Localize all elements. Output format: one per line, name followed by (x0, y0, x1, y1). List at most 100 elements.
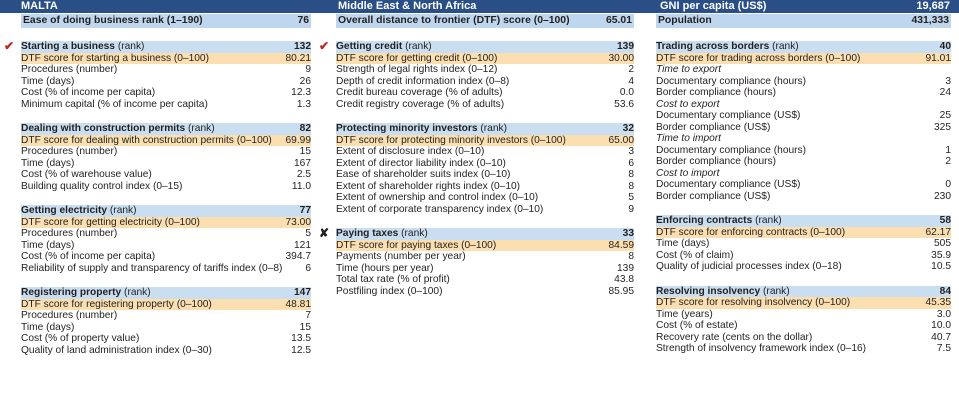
section-title: Getting electricity (rank) (21, 205, 137, 217)
rank-label: (rank) (755, 215, 782, 226)
dtf-score-row: DTF score for dealing with construction … (21, 134, 311, 146)
indicator-label: Extent of ownership and control index (0… (336, 192, 539, 203)
indicator-row: Recovery rate (cents on the dollar) 40.7 (656, 332, 951, 344)
section-title: Starting a business (rank) (21, 41, 144, 53)
indicator-row: Extent of ownership and control index (0… (336, 192, 634, 204)
indicator-row: Documentary compliance (hours) 3 (656, 76, 951, 88)
indicator-row: Strength of insolvency framework index (… (656, 343, 951, 355)
section-title-row: ✔ Getting credit (rank) 139 (319, 40, 634, 53)
indicator-value: 139 (617, 262, 634, 274)
section-title: Dealing with construction permits (rank) (21, 123, 215, 135)
indicator-value: 121 (294, 239, 311, 251)
indicator-row: Cost (% of income per capita) 12.3 (21, 87, 311, 99)
indicator-row: Border compliance (hours) 24 (656, 87, 951, 99)
population-bar: Population 431,333 (656, 14, 951, 28)
section-title-row: ✔ Starting a business (rank) 132 (4, 40, 311, 53)
dtf-score-row: DTF score for getting credit (0–100) 30.0… (336, 52, 634, 64)
indicator-label: Postfiling index (0–100) (336, 285, 443, 297)
rank-value: 33 (622, 228, 634, 239)
dtf-score-value: 84.59 (608, 239, 635, 251)
indicator-row: Procedures (number) 5 (21, 228, 311, 240)
section-resolving-insolvency: Resolving insolvency (rank) 84 DTF score f… (656, 285, 952, 355)
indicator-label: Procedures (number) (21, 146, 118, 157)
rank-label: (rank) (109, 205, 137, 216)
rank-value: 82 (299, 123, 311, 134)
indicator-row: Cost (% of estate) 10.0 (656, 320, 951, 332)
indicator-label: Building quality control index (0–15) (21, 180, 183, 192)
section-title-row: Resolving insolvency (rank) 84 (656, 285, 951, 298)
indicator-value: 325 (934, 121, 951, 133)
indicator-label: Documentary compliance (US$) (656, 110, 801, 121)
indicator-value: 7 (305, 310, 311, 321)
section-starting-a-business: ✔ Starting a business (rank) 132 DTF score … (4, 40, 311, 110)
dtf-score-row: DTF score for paying taxes (0–100) 84.59 (336, 239, 635, 251)
rank-value: 132 (294, 41, 311, 52)
indicator-value: 3 (945, 75, 951, 87)
rank-label: (rank) (188, 123, 215, 134)
indicator-label: Time (days) (21, 75, 75, 87)
indicator-value: 15 (299, 321, 311, 333)
indicator-label: Time (days) (21, 239, 75, 251)
indicator-label: Minimum capital (% of income per capita) (21, 98, 208, 110)
indicator-row: Extent of director liability index (0–10… (336, 158, 634, 170)
indicator-value: 4 (628, 75, 634, 87)
indicator-label: Procedures (number) (21, 228, 118, 239)
rank-label: (rank) (401, 228, 428, 239)
indicator-row: Documentary compliance (US$) 25 (656, 110, 951, 122)
overall-dtf-bar: Overall distance to frontier (DTF) score… (336, 14, 634, 28)
section-title-text: Starting a business (21, 41, 115, 52)
section-title: Trading across borders (rank) (656, 41, 799, 53)
indicator-value: 6 (305, 262, 311, 274)
section-protecting-minority-investors: Protecting minority investors (rank) 32 DT… (336, 123, 634, 215)
indicator-value: 43.8 (614, 274, 634, 285)
indicator-value: 12.5 (291, 344, 311, 356)
indicator-label: Quality of land administration index (0–… (21, 344, 212, 356)
subheading-row: Cost to export (656, 99, 951, 111)
overall-dtf-value: 65.01 (605, 15, 632, 26)
indicator-value: 0.0 (619, 87, 634, 98)
indicator-label: Credit registry coverage (% of adults) (336, 98, 505, 110)
section-enforcing-contracts: Enforcing contracts (rank) 58 DTF score fo… (656, 215, 951, 273)
indicator-label: Cost (% of income per capita) (21, 87, 156, 98)
indicator-row: Payments (number per year) 8 (336, 251, 634, 263)
indicator-label: Time (days) (21, 321, 75, 333)
indicator-value: 1 (945, 144, 951, 156)
indicator-value: 0 (945, 179, 951, 190)
indicator-value: 3.0 (936, 308, 951, 320)
indicator-label: Depth of credit information index (0–8) (336, 75, 510, 87)
indicator-label: Total tax rate (% of profit) (336, 274, 450, 285)
subheading-label: Cost to export (656, 98, 720, 110)
dtf-score-value: 45.35 (925, 297, 952, 308)
section-title: Enforcing contracts (rank) (656, 215, 782, 227)
indicator-value: 2 (628, 64, 634, 75)
section-title-row: ✘ Paying taxes (rank) 33 (319, 227, 634, 240)
dtf-score-label: DTF score for enforcing contracts (0–100… (656, 226, 846, 238)
subheading-label: Time to export (656, 64, 722, 75)
section-title-text: Resolving insolvency (656, 285, 761, 297)
country-name: MALTA (21, 0, 58, 12)
indicator-value: 8 (628, 169, 634, 180)
dtf-score-label: DTF score for paying taxes (0–100) (336, 239, 497, 251)
indicator-column-3: Trading across borders (rank) 40 DTF score… (656, 41, 951, 368)
indicator-row: Building quality control index (0–15) 11.… (21, 181, 311, 193)
rank-value: 40 (939, 41, 951, 52)
subheading-label: Time to import (656, 133, 722, 144)
ease-rank-value: 76 (297, 15, 309, 26)
dtf-score-label: DTF score for trading across borders (0–… (656, 52, 861, 64)
section-title: Resolving insolvency (rank) (656, 286, 790, 298)
indicator-row: Cost (% of claim) 35.9 (656, 250, 951, 262)
dtf-score-label: DTF score for getting credit (0–100) (336, 52, 498, 64)
section-title-row: Getting electricity (rank) 77 (21, 205, 311, 217)
indicator-row: Time (days) 167 (21, 158, 311, 170)
section-title-row: Registering property (rank) 147 (21, 287, 311, 299)
section-title-row: Enforcing contracts (rank) 58 (656, 215, 951, 227)
indicator-value: 35.9 (931, 249, 951, 261)
section-title: Protecting minority investors (rank) (336, 123, 507, 135)
indicator-value: 12.3 (291, 87, 311, 98)
indicator-value: 2.5 (296, 169, 311, 180)
indicator-value: 5 (628, 192, 634, 203)
indicator-label: Payments (number per year) (336, 251, 466, 262)
section-title-row: Dealing with construction permits (rank)… (21, 123, 311, 135)
rank-value: 77 (299, 205, 311, 216)
indicator-column-1: ✔ Starting a business (rank) 132 DTF score … (4, 40, 311, 369)
